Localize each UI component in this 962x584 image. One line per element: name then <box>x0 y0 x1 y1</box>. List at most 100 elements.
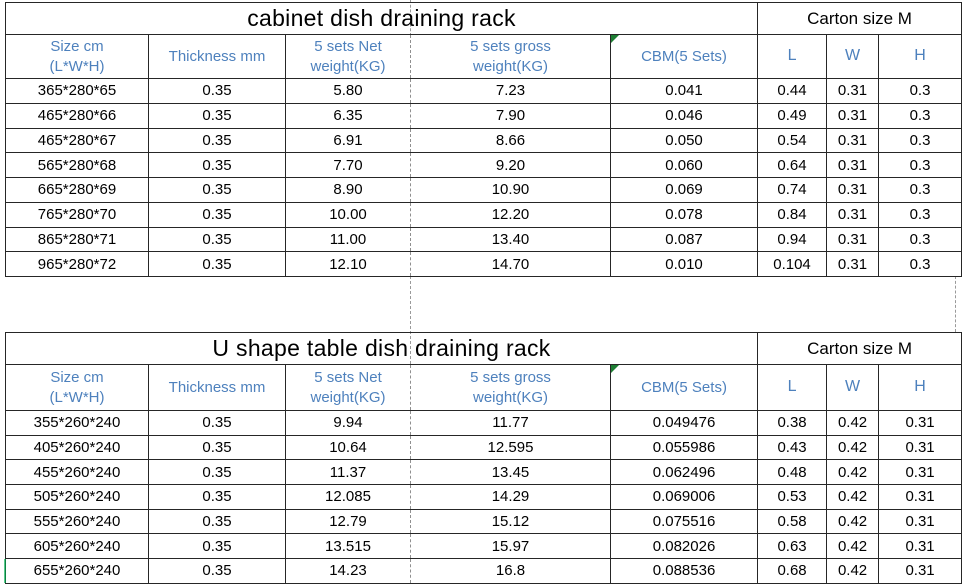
column-header: Thickness mm <box>148 364 286 411</box>
table-row: 965*280*72 0.35 12.10 14.70 0.010 0.104 0.31 0.… <box>5 251 962 277</box>
cell: 465*280*67 <box>5 127 149 154</box>
table-row: 455*260*240 0.35 11.37 13.45 0.062496 0.48 0.4… <box>5 459 962 486</box>
cabinet-rack-table: cabinet dish draining rack Carton size M… <box>4 2 962 277</box>
column-header: CBM(5 Sets) <box>609 364 759 411</box>
column-header: 5 sets Net weight(KG) <box>285 34 411 79</box>
cell: 9.94 <box>285 410 411 436</box>
cell: 0.35 <box>148 177 286 203</box>
cell: 565*280*68 <box>5 152 149 178</box>
column-header: Size cm (L*W*H) <box>5 34 149 79</box>
cell: 0.082026 <box>609 533 759 560</box>
cell: 0.3 <box>878 201 962 228</box>
cell: 0.35 <box>148 434 286 461</box>
cell: 15.97 <box>410 533 611 560</box>
cell: 0.42 <box>826 558 880 584</box>
cell: 0.31 <box>878 459 962 486</box>
cell: 0.075516 <box>609 508 759 535</box>
cell: 0.31 <box>826 78 880 104</box>
cell: 7.23 <box>410 78 611 104</box>
column-header: 5 sets gross weight(KG) <box>410 34 611 79</box>
cell: 0.31 <box>878 533 962 560</box>
cell: 0.94 <box>757 226 828 253</box>
cell: 0.35 <box>148 508 286 535</box>
cell: 6.35 <box>285 102 411 129</box>
cell: 0.3 <box>878 102 962 129</box>
carton-size-header: Carton size M <box>757 332 962 365</box>
cell: 0.42 <box>826 459 880 486</box>
cell: 0.060 <box>609 152 759 178</box>
cell: 765*280*70 <box>5 201 149 228</box>
cell: 10.90 <box>410 177 611 203</box>
cell: 0.31 <box>878 484 962 510</box>
cell: 0.050 <box>609 127 759 154</box>
cell: 0.44 <box>757 78 828 104</box>
cell: 655*260*240 <box>5 558 149 584</box>
cell: 13.45 <box>410 459 611 486</box>
error-triangle-icon <box>611 35 619 43</box>
cell: 365*280*65 <box>5 78 149 104</box>
cell: 15.12 <box>410 508 611 535</box>
cell: 0.31 <box>878 410 962 436</box>
cell: 0.055986 <box>609 434 759 461</box>
table-row: 605*260*240 0.35 13.515 15.97 0.082026 0.63 0.… <box>5 533 962 560</box>
cell: 11.37 <box>285 459 411 486</box>
table-body: 355*260*240 0.35 9.94 11.77 0.049476 0.38 0.42… <box>5 410 962 584</box>
column-header: Thickness mm <box>148 34 286 79</box>
cell: 0.087 <box>609 226 759 253</box>
cell: 0.31 <box>826 177 880 203</box>
header-row: Size cm (L*W*H) Thickness mm 5 sets Net we… <box>5 34 962 79</box>
column-header: W <box>826 34 880 79</box>
cell: 0.3 <box>878 226 962 253</box>
cell: 0.42 <box>826 484 880 510</box>
cell: 0.046 <box>609 102 759 129</box>
cell: 0.42 <box>826 434 880 461</box>
table-row: 465*280*67 0.35 6.91 8.66 0.050 0.54 0.31 0.3 <box>5 127 962 154</box>
cell: 455*260*240 <box>5 459 149 486</box>
ushape-rack-table: U shape table dish draining rack Carton … <box>4 332 962 584</box>
cell: 14.23 <box>285 558 411 584</box>
cell: 0.3 <box>878 177 962 203</box>
cell: 0.64 <box>757 152 828 178</box>
cell: 10.64 <box>285 434 411 461</box>
cell: 0.31 <box>826 226 880 253</box>
cell: 865*280*71 <box>5 226 149 253</box>
table-row: 665*280*69 0.35 8.90 10.90 0.069 0.74 0.31 0.3 <box>5 177 962 203</box>
cell: 0.069 <box>609 177 759 203</box>
cell: 8.90 <box>285 177 411 203</box>
table-row: 655*260*240 0.35 14.23 16.8 0.088536 0.68 0.42… <box>5 558 962 584</box>
cell: 405*260*240 <box>5 434 149 461</box>
cell: 965*280*72 <box>5 251 149 277</box>
cell: 0.31 <box>878 508 962 535</box>
cell: 10.00 <box>285 201 411 228</box>
cell: 0.31 <box>878 558 962 584</box>
cell: 11.00 <box>285 226 411 253</box>
cell: 0.43 <box>757 434 828 461</box>
cell: 0.38 <box>757 410 828 436</box>
cell: 0.35 <box>148 127 286 154</box>
cell: 16.8 <box>410 558 611 584</box>
cell: 0.42 <box>826 533 880 560</box>
page-break-line <box>955 276 956 332</box>
cell: 13.515 <box>285 533 411 560</box>
selection-artifact <box>4 559 6 583</box>
table-row: 405*260*240 0.35 10.64 12.595 0.055986 0.43 0.… <box>5 434 962 461</box>
cell: 6.91 <box>285 127 411 154</box>
cell: 0.35 <box>148 226 286 253</box>
cell: 665*280*69 <box>5 177 149 203</box>
table-row: 465*280*66 0.35 6.35 7.90 0.046 0.49 0.31 0.3 <box>5 102 962 129</box>
table-title: U shape table dish draining rack <box>4 332 759 365</box>
cell: 11.77 <box>410 410 611 436</box>
cell: 605*260*240 <box>5 533 149 560</box>
cell: 0.041 <box>609 78 759 104</box>
cell: 0.35 <box>148 533 286 560</box>
table-row: 365*280*65 0.35 5.80 7.23 0.041 0.44 0.31 0.3 <box>5 78 962 104</box>
cell: 0.078 <box>609 201 759 228</box>
cell: 0.49 <box>757 102 828 129</box>
cell: 0.35 <box>148 201 286 228</box>
cell: 0.35 <box>148 410 286 436</box>
cell: 8.66 <box>410 127 611 154</box>
table-row: 565*280*68 0.35 7.70 9.20 0.060 0.64 0.31 0.3 <box>5 152 962 178</box>
column-header: W <box>826 364 880 411</box>
cell: 9.20 <box>410 152 611 178</box>
title-row: U shape table dish draining rack Carton … <box>4 332 962 365</box>
